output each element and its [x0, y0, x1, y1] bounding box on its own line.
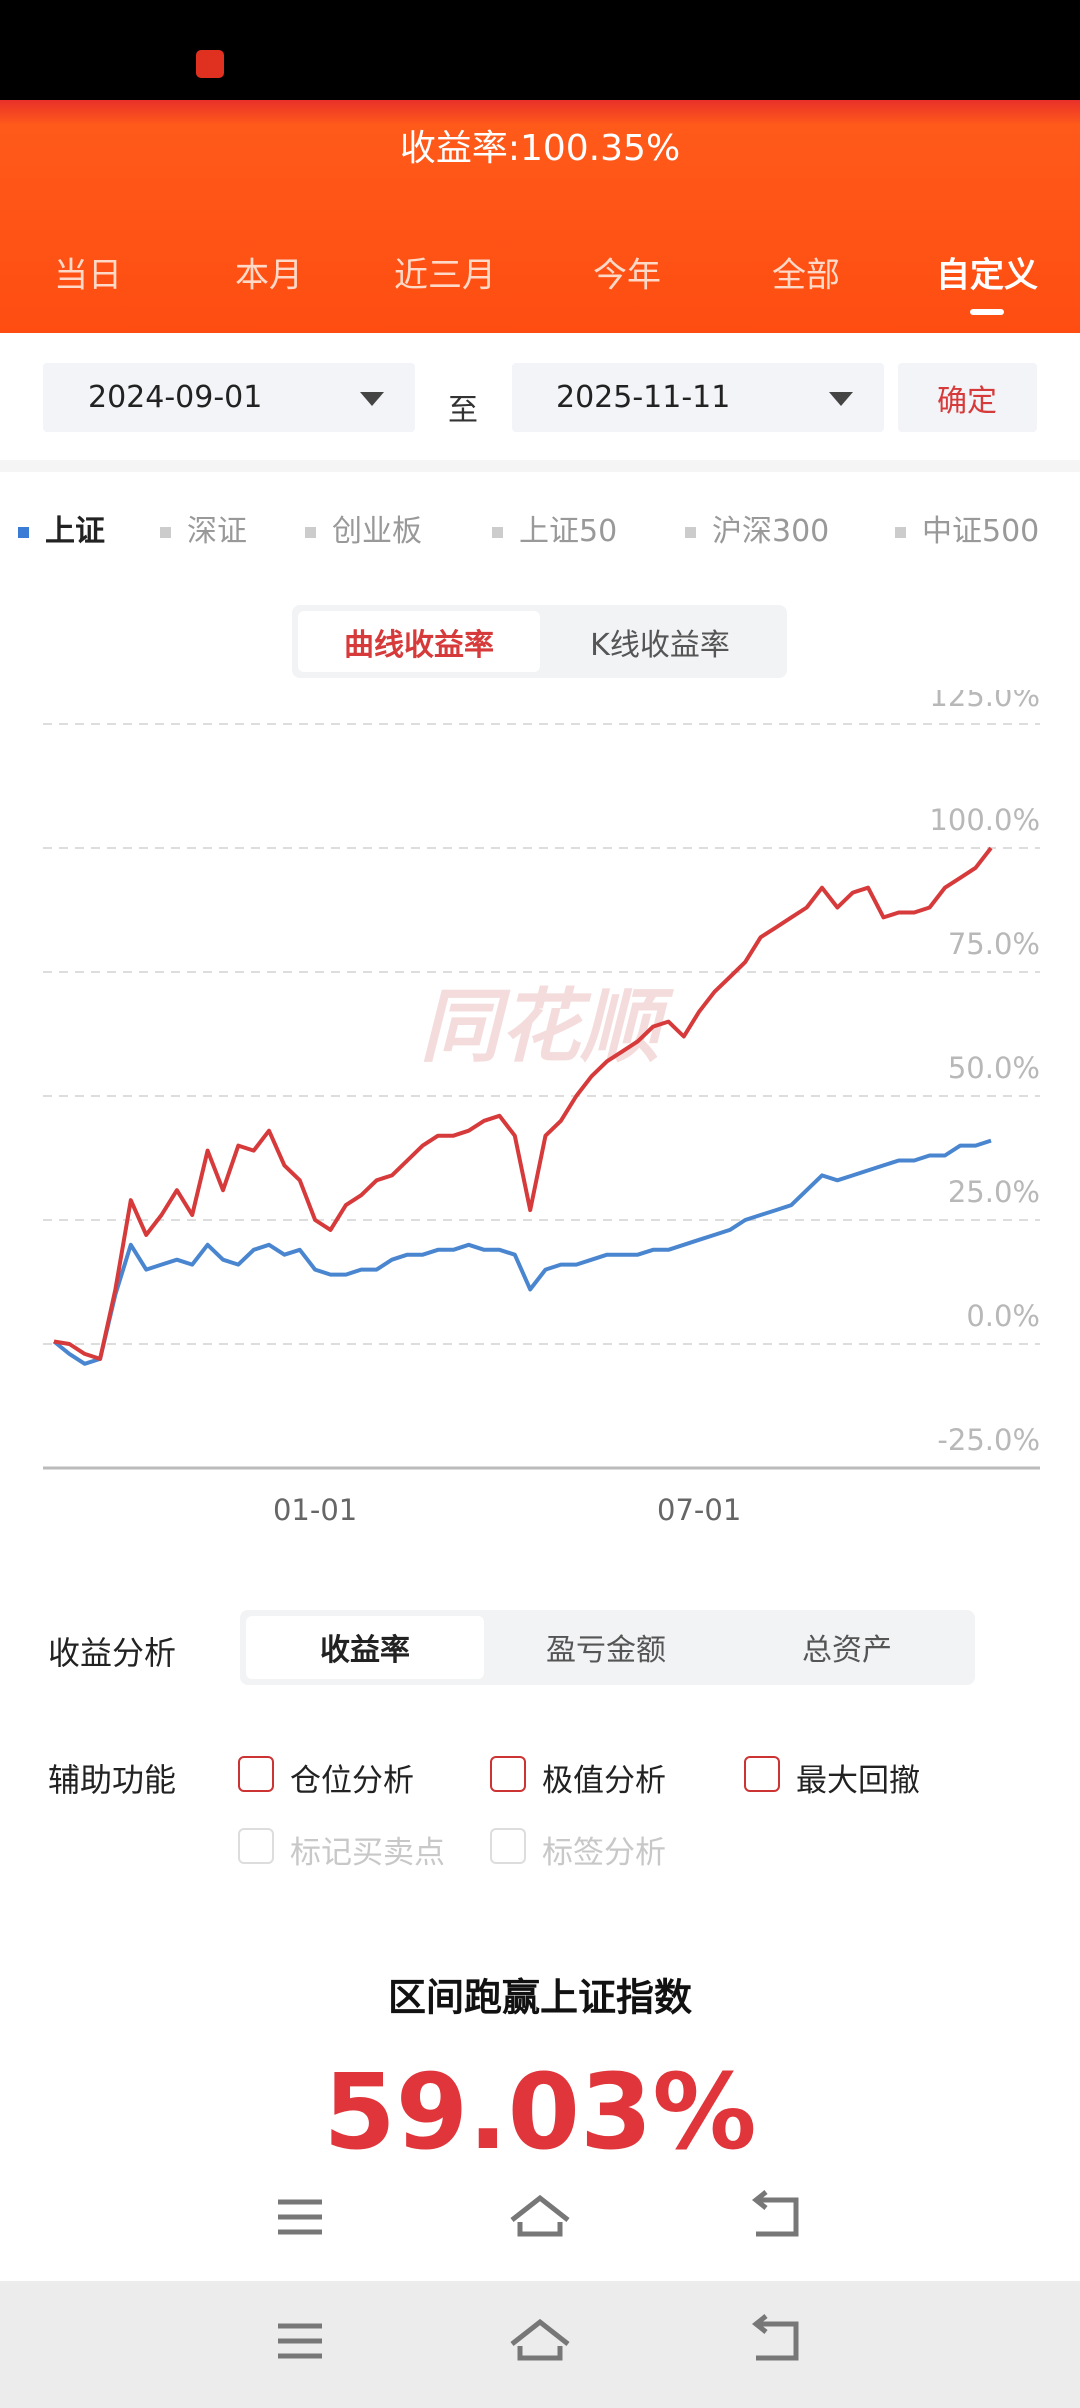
confirm-button[interactable] [898, 363, 1037, 432]
checkbox [490, 1828, 526, 1864]
back-icon[interactable] [751, 2190, 799, 2237]
separator: 至 [448, 393, 478, 428]
tab-indicator [970, 309, 1004, 315]
system-nav [0, 2281, 1080, 2408]
series-line [52, 1138, 992, 1366]
summary-value: 59.03% [323, 2051, 757, 2173]
period-tab[interactable]: 当日 [54, 255, 122, 296]
index-tab[interactable]: 中证500 [895, 506, 1039, 550]
period-tab[interactable]: 今年 [593, 255, 661, 296]
menu-icon[interactable] [278, 2323, 322, 2359]
aux-label: 辅助功能 [48, 1761, 177, 1799]
index-tab[interactable]: 上证50 [492, 506, 617, 550]
nav-bars [0, 2190, 1080, 2408]
end-date-box[interactable] [512, 363, 884, 432]
y-tick-label: 0.0% [966, 1299, 1040, 1333]
end-date[interactable]: 2025-11-11 [556, 380, 731, 415]
analysis-label: 收益分析 [48, 1634, 177, 1672]
period-tab[interactable]: 近三月 [394, 255, 496, 296]
y-tick-label: 25.0% [948, 1175, 1040, 1209]
checkbox-label: 标记买卖点 [290, 1835, 445, 1871]
checkbox[interactable] [238, 1756, 274, 1792]
chart: -25.0% 0.0% 25.0% 50.0% 75.0% 100.0% 125.0% 01-… [43, 690, 1040, 1527]
y-tick-label: 75.0% [948, 927, 1040, 961]
series-line [53, 846, 993, 1361]
index-tab[interactable]: 创业板 [305, 506, 422, 550]
mode-active [298, 611, 540, 672]
checkbox[interactable] [744, 1756, 780, 1792]
summary-label: 区间跑赢上证指数 [387, 1975, 693, 2020]
analysis-tab[interactable]: 盈亏金额 [546, 1633, 666, 1668]
y-tick-label: -25.0% [937, 1423, 1040, 1457]
checkbox [238, 1828, 274, 1864]
header [0, 100, 1080, 333]
status-bar [0, 0, 1080, 100]
start-date-box[interactable] [43, 363, 415, 432]
analysis-tab[interactable]: 总资产 [802, 1633, 892, 1668]
x-tick-label: 07-01 [657, 1493, 741, 1527]
dropdown-arrow [360, 392, 384, 418]
mode-tab[interactable]: 曲线收益率 [344, 628, 494, 663]
checkbox[interactable] [490, 1756, 526, 1792]
divider [0, 460, 1080, 472]
analysis-tab[interactable]: 收益率 [320, 1633, 410, 1668]
nav-icons [278, 2190, 799, 2361]
x-tick-label: 01-01 [273, 1493, 357, 1527]
period-tab[interactable]: 本月 [235, 255, 303, 296]
checkbox-label: 标签分析 [542, 1835, 666, 1871]
checkbox-label[interactable]: 最大回撤 [796, 1763, 920, 1799]
back-icon[interactable] [751, 2314, 799, 2361]
checkbox-label[interactable]: 仓位分析 [290, 1763, 414, 1799]
mode-tab[interactable]: K线收益率 [590, 628, 730, 663]
header-title: 收益率:100.35% [399, 128, 681, 169]
home-icon[interactable] [510, 2194, 570, 2237]
start-date[interactable]: 2024-09-01 [88, 380, 263, 415]
period-tab[interactable]: 全部 [772, 255, 840, 296]
y-tick-label: 100.0% [929, 803, 1040, 837]
confirm-label[interactable]: 确定 [937, 384, 997, 419]
y-tick-label: 125.0% [929, 690, 1040, 713]
period-tab[interactable]: 自定义 [936, 255, 1038, 296]
index-tab[interactable]: 上证 [18, 506, 105, 550]
index-tab[interactable]: 深证 [160, 506, 247, 550]
menu-icon[interactable] [278, 2199, 322, 2235]
y-tick-label: 50.0% [948, 1051, 1040, 1085]
watermark: 同花顺 [420, 980, 660, 1073]
dropdown-arrow [829, 392, 853, 418]
home-icon[interactable] [510, 2318, 570, 2361]
index-tab[interactable]: 沪深300 [685, 506, 829, 550]
checkbox-label[interactable]: 极值分析 [542, 1763, 666, 1799]
analysis-active [246, 1616, 484, 1679]
app-icon [196, 50, 224, 78]
